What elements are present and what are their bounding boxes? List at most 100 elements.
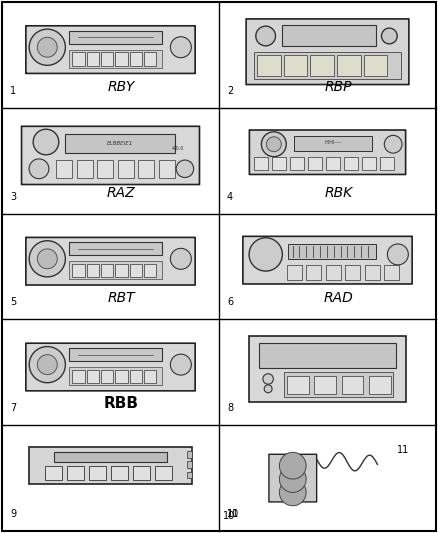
- Bar: [284, 55, 307, 76]
- Circle shape: [266, 137, 281, 152]
- Text: 10: 10: [227, 509, 239, 519]
- Text: RBB: RBB: [104, 396, 139, 411]
- Bar: [29, 447, 192, 484]
- Bar: [187, 451, 192, 458]
- Bar: [345, 265, 360, 280]
- Bar: [342, 376, 364, 394]
- Text: 11: 11: [227, 509, 239, 519]
- Circle shape: [29, 241, 65, 277]
- Bar: [72, 370, 85, 383]
- Circle shape: [263, 374, 273, 384]
- Text: RBY: RBY: [108, 80, 135, 94]
- Bar: [254, 157, 268, 170]
- Bar: [130, 264, 142, 278]
- Text: RBT: RBT: [108, 292, 135, 305]
- Circle shape: [264, 385, 272, 393]
- Bar: [87, 370, 99, 383]
- Bar: [308, 157, 322, 170]
- Bar: [115, 370, 128, 383]
- Bar: [337, 55, 361, 76]
- Bar: [384, 265, 399, 280]
- Text: 4: 4: [227, 191, 233, 201]
- Bar: [46, 466, 62, 480]
- Circle shape: [381, 28, 397, 44]
- Bar: [69, 30, 162, 44]
- Bar: [89, 466, 106, 480]
- Bar: [369, 376, 391, 394]
- Text: 4.0.0: 4.0.0: [172, 146, 184, 151]
- FancyBboxPatch shape: [21, 126, 199, 184]
- Text: 1: 1: [10, 86, 16, 96]
- Text: 2: 2: [227, 86, 233, 96]
- FancyBboxPatch shape: [26, 26, 195, 74]
- Circle shape: [176, 160, 194, 177]
- Bar: [69, 50, 162, 68]
- Circle shape: [384, 135, 402, 153]
- FancyBboxPatch shape: [26, 237, 195, 285]
- Bar: [53, 453, 167, 462]
- Bar: [115, 52, 128, 66]
- Text: 3: 3: [10, 191, 16, 201]
- Bar: [290, 157, 304, 170]
- Bar: [97, 160, 113, 177]
- FancyBboxPatch shape: [249, 130, 406, 174]
- Bar: [115, 264, 128, 278]
- Text: 10: 10: [223, 511, 236, 521]
- Text: RBP: RBP: [325, 80, 352, 94]
- Text: ELBBEIE1: ELBBEIE1: [107, 141, 134, 146]
- Bar: [259, 343, 396, 368]
- Bar: [294, 136, 372, 151]
- Bar: [155, 466, 172, 480]
- Circle shape: [29, 29, 65, 66]
- Circle shape: [29, 346, 65, 383]
- Bar: [187, 472, 192, 478]
- Bar: [306, 265, 321, 280]
- Bar: [101, 370, 113, 383]
- Bar: [65, 134, 176, 152]
- Circle shape: [37, 354, 57, 375]
- Bar: [257, 55, 281, 76]
- Circle shape: [33, 129, 59, 155]
- Text: RAZ: RAZ: [107, 185, 136, 199]
- Bar: [69, 367, 162, 385]
- Bar: [77, 160, 93, 177]
- Bar: [87, 264, 99, 278]
- Bar: [144, 370, 156, 383]
- Circle shape: [29, 159, 49, 179]
- Text: 9: 9: [10, 509, 16, 519]
- Bar: [254, 52, 401, 79]
- Text: 11: 11: [397, 445, 409, 455]
- Bar: [159, 160, 175, 177]
- Bar: [187, 462, 192, 468]
- Text: HIHI----: HIHI----: [324, 140, 342, 146]
- Bar: [380, 157, 394, 170]
- Bar: [314, 376, 336, 394]
- Bar: [87, 52, 99, 66]
- Circle shape: [387, 244, 408, 265]
- Circle shape: [170, 248, 191, 269]
- Circle shape: [256, 26, 276, 46]
- Bar: [118, 160, 134, 177]
- Bar: [69, 242, 162, 255]
- Bar: [57, 160, 72, 177]
- Text: 8: 8: [227, 403, 233, 413]
- Bar: [130, 52, 142, 66]
- Bar: [284, 373, 393, 397]
- Bar: [282, 26, 376, 46]
- FancyBboxPatch shape: [246, 19, 409, 85]
- Text: 7: 7: [10, 403, 16, 413]
- Bar: [325, 265, 341, 280]
- Bar: [101, 264, 113, 278]
- Circle shape: [279, 466, 306, 492]
- Bar: [67, 466, 84, 480]
- FancyBboxPatch shape: [243, 236, 412, 284]
- Bar: [249, 336, 406, 402]
- FancyBboxPatch shape: [26, 343, 195, 391]
- Bar: [69, 348, 162, 361]
- Bar: [311, 55, 334, 76]
- Bar: [362, 157, 376, 170]
- Bar: [130, 370, 142, 383]
- Circle shape: [170, 354, 191, 375]
- Circle shape: [279, 479, 306, 506]
- Bar: [288, 244, 376, 259]
